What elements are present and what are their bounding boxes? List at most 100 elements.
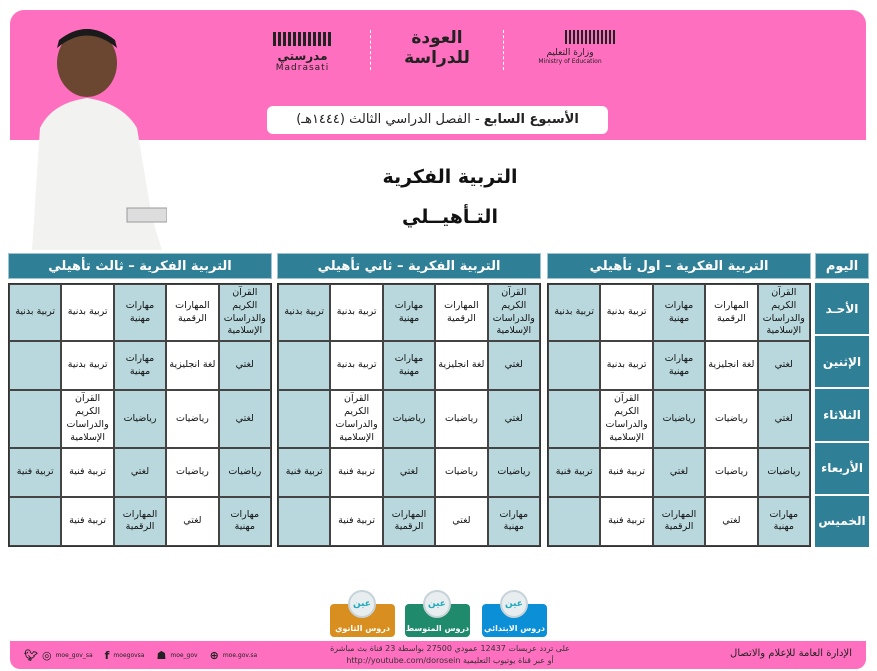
table-cell: تربية فنية <box>61 496 114 546</box>
table-cell: لغتي <box>757 341 810 391</box>
table-cell <box>9 341 62 391</box>
table-cell: مهارات مهنية <box>382 341 436 391</box>
table-cell: لغتي <box>757 390 810 448</box>
divider <box>370 30 371 70</box>
social-handle[interactable]: moegovsa <box>113 652 145 659</box>
twitter-icon[interactable]: 🐦︎ <box>24 649 38 662</box>
table-cell: لغتي <box>652 447 706 497</box>
student-image <box>32 29 167 250</box>
table-cell: رياضيات <box>705 390 758 448</box>
social-handle[interactable]: moe.gov.sa <box>222 652 258 659</box>
page-subtitle: التـأهيــلي <box>402 206 498 228</box>
broadcast-info: على تردد عربسات 12437 عمودي 27500 بواسطة… <box>330 644 570 665</box>
table-cell: مهارات مهنية <box>757 496 810 546</box>
back-to-school-logo: العودة للدراسة <box>404 28 470 68</box>
day-wednesday: الأربعاء <box>815 442 869 494</box>
footer: 🐦︎ ◎ moe_gov_sa f moegovsa ☗ moe_gov ⊕ moe.gov.s… <box>10 641 866 669</box>
table-cell: تربية فنية <box>278 447 331 497</box>
table-cell <box>9 496 62 546</box>
table-cell: رياضيات <box>113 390 167 448</box>
table-cell <box>548 390 601 448</box>
table-cell: تربية فنية <box>600 496 653 546</box>
table-cell: القرآن الكريم والدراسات الإسلامية <box>600 390 653 448</box>
class-table-title: التربية الفكرية – ثاني تأهيلي <box>277 253 541 279</box>
table-cell: مهارات مهنية <box>487 496 540 546</box>
table-cell: لغتي <box>113 447 167 497</box>
page-title: التربية الفكرية <box>382 166 518 188</box>
table-cell: القرآن الكريم والدراسات الإسلامية <box>757 284 810 342</box>
table-cell: رياضيات <box>705 447 758 497</box>
social-handle[interactable]: moe_gov <box>170 652 198 659</box>
schedule-table: القرآن الكريم والدراسات الإسلامية المهارا… <box>8 283 272 547</box>
table-cell: مهارات مهنية <box>652 284 706 342</box>
social-handle[interactable]: moe_gov_sa <box>55 652 93 659</box>
table-cell: تربية فنية <box>600 447 653 497</box>
table-cell: رياضيات <box>487 447 540 497</box>
table-cell: تربية بدنية <box>330 284 383 342</box>
table-cell: تربية فنية <box>61 447 114 497</box>
table-cell <box>9 390 62 448</box>
table-cell: تربية بدنية <box>278 284 331 342</box>
ein-lessons-button[interactable]: عين دروس المتوسط <box>405 590 470 637</box>
table-cell: رياضيات <box>757 447 810 497</box>
snapchat-icon[interactable]: ☗ <box>156 649 167 662</box>
instagram-icon[interactable]: ◎ <box>41 649 52 662</box>
table-cell: تربية بدنية <box>61 341 114 391</box>
table-cell: لغة انجليزية <box>435 341 488 391</box>
table-cell: لغتي <box>218 341 271 391</box>
table-cell: رياضيات <box>218 447 271 497</box>
table-cell: تربية فنية <box>330 447 383 497</box>
ministry-logo: وزارة التعليم Ministry of Education <box>525 30 615 65</box>
ein-lessons-button[interactable]: عين دروس الثانوي <box>330 590 395 637</box>
table-cell: تربية بدنية <box>9 284 62 342</box>
table-cell: مهارات مهنية <box>382 284 436 342</box>
table-cell: لغتي <box>487 341 540 391</box>
table-cell: تربية فنية <box>548 447 601 497</box>
divider <box>503 30 504 70</box>
ein-lessons-button[interactable]: عين دروس الابتدائي <box>482 590 547 637</box>
table-cell: لغتي <box>487 390 540 448</box>
table-cell: القرآن الكريم والدراسات الإسلامية <box>487 284 540 342</box>
class-table-title: التربية الفكرية – ثالث تأهيلي <box>8 253 272 279</box>
table-cell: مهارات مهنية <box>113 341 167 391</box>
table-cell: المهارات الرقمية <box>166 284 219 342</box>
department-logo: الإدارة العامة للإعلام والاتصال <box>730 648 852 659</box>
table-cell: رياضيات <box>166 390 219 448</box>
table-cell: لغتي <box>705 496 758 546</box>
week-banner: الأسبوع السابع - الفصل الدراسي الثالث (١… <box>267 106 608 134</box>
ein-logo: عين <box>423 590 451 618</box>
table-cell: تربية بدنية <box>600 341 653 391</box>
ein-logo: عين <box>348 590 376 618</box>
class-table-title: التربية الفكرية – اول تأهيلي <box>547 253 811 279</box>
days-column: الأحـد الإثنين الثلاثاء الأربعاء الخميس <box>815 283 869 547</box>
table-cell: مهارات مهنية <box>113 284 167 342</box>
day-tuesday: الثلاثاء <box>815 389 869 441</box>
facebook-icon[interactable]: f <box>104 649 110 662</box>
table-cell: لغتي <box>218 390 271 448</box>
table-cell: تربية بدنية <box>61 284 114 342</box>
ein-logo: عين <box>500 590 528 618</box>
day-sunday: الأحـد <box>815 283 869 335</box>
table-cell: المهارات الرقمية <box>705 284 758 342</box>
table-cell: القرآن الكريم والدراسات الإسلامية <box>330 390 383 448</box>
day-thursday: الخميس <box>815 495 869 547</box>
table-cell: مهارات مهنية <box>218 496 271 546</box>
table-cell: لغة انجليزية <box>705 341 758 391</box>
day-column-header: اليوم <box>815 253 869 279</box>
table-cell: لغتي <box>166 496 219 546</box>
table-cell: لغة انجليزية <box>166 341 219 391</box>
table-cell: المهارات الرقمية <box>382 496 436 546</box>
table-cell: رياضيات <box>382 390 436 448</box>
table-cell: المهارات الرقمية <box>113 496 167 546</box>
table-cell: تربية فنية <box>330 496 383 546</box>
table-cell <box>548 496 601 546</box>
table-cell: رياضيات <box>166 447 219 497</box>
table-cell: لغتي <box>382 447 436 497</box>
day-monday: الإثنين <box>815 336 869 388</box>
table-cell: القرآن الكريم والدراسات الإسلامية <box>218 284 271 342</box>
social-links: 🐦︎ ◎ moe_gov_sa f moegovsa ☗ moe_gov ⊕ moe.gov.s… <box>24 649 265 662</box>
globe-icon[interactable]: ⊕ <box>209 649 219 662</box>
table-cell: القرآن الكريم والدراسات الإسلامية <box>61 390 114 448</box>
schedule-table: القرآن الكريم والدراسات الإسلامية المهارا… <box>277 283 541 547</box>
table-cell: المهارات الرقمية <box>652 496 706 546</box>
